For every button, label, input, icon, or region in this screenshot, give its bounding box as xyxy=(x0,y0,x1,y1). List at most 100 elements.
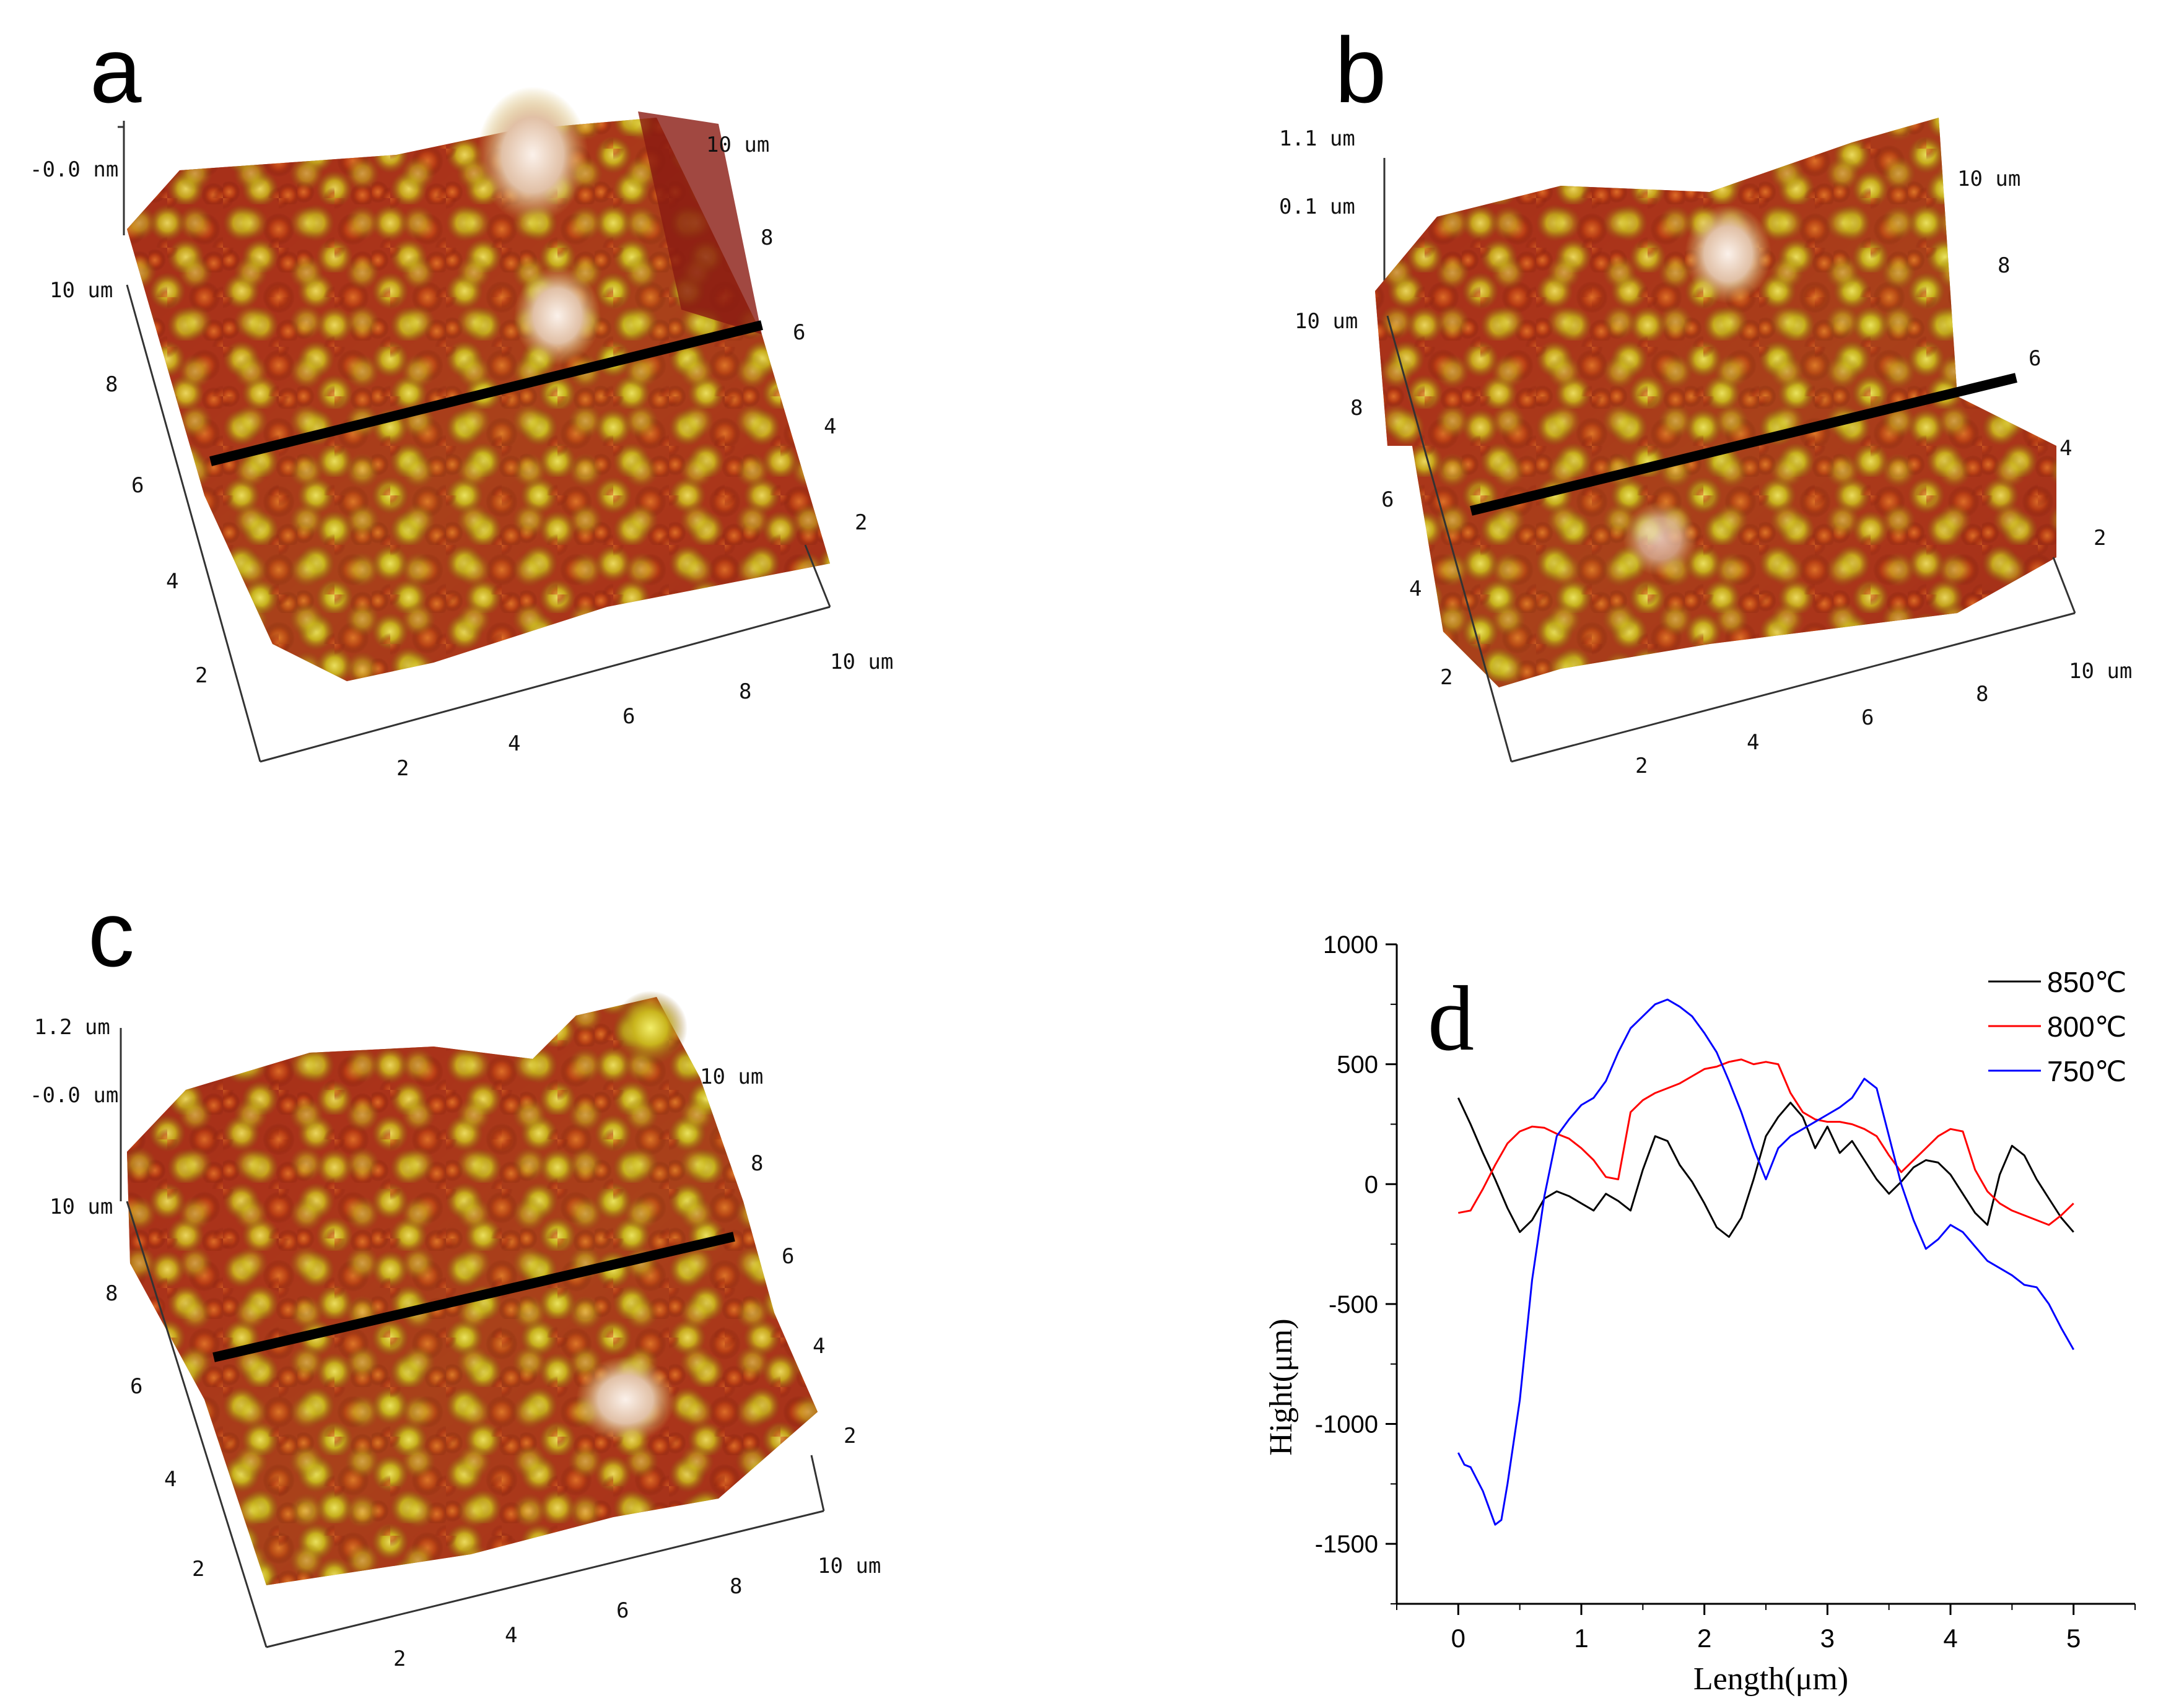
profile-line xyxy=(209,320,763,466)
bottom-ticks: 2 4 6 8 10 um xyxy=(393,1554,881,1671)
svg-text:2: 2 xyxy=(2094,526,2106,551)
left-ticks: 10 um 8 6 4 2 xyxy=(50,278,207,688)
y-tick-label: -500 xyxy=(1329,1291,1378,1318)
svg-text:4: 4 xyxy=(824,414,836,439)
y-tick-label: 1000 xyxy=(1323,931,1378,959)
legend-label: 800℃ xyxy=(2047,1011,2126,1043)
chart-series xyxy=(1457,998,2075,1526)
z-label: -0.0 nm xyxy=(30,157,118,182)
z-label-top: 1.1 um xyxy=(1279,126,1355,151)
profile-line xyxy=(1470,373,2017,516)
svg-text:2: 2 xyxy=(396,756,409,781)
svg-text:10 um: 10 um xyxy=(50,1195,113,1219)
chart-legend: 850℃ 800℃ 750℃ xyxy=(1988,966,2126,1087)
panel-letter-c: c xyxy=(88,882,134,986)
series-line-0 xyxy=(1457,1097,2074,1238)
svg-text:10 um: 10 um xyxy=(818,1554,881,1578)
series-line-1 xyxy=(1458,1058,2074,1226)
svg-text:8: 8 xyxy=(1350,396,1363,420)
svg-text:6: 6 xyxy=(130,1374,142,1399)
svg-text:2: 2 xyxy=(844,1424,856,1448)
svg-text:8: 8 xyxy=(751,1151,763,1176)
legend-label: 750℃ xyxy=(2047,1055,2126,1087)
panel-d-chart: d 0 1 2 3 4 5 1000 500 0 -500 -1000 -1500 850℃ 800℃ 7… xyxy=(1264,931,2136,1697)
right-ticks: 10 um 8 6 4 2 xyxy=(700,1064,856,1448)
svg-text:8: 8 xyxy=(105,372,118,397)
svg-text:4: 4 xyxy=(813,1334,825,1359)
z-label-bottom: -0.0 um xyxy=(30,1083,118,1108)
y-axis-label: Hight(μm) xyxy=(1264,1318,1299,1455)
svg-text:2: 2 xyxy=(855,510,867,535)
svg-text:6: 6 xyxy=(2029,346,2041,371)
y-tick-label: 500 xyxy=(1337,1051,1378,1079)
frame-axes xyxy=(126,284,831,763)
svg-text:10 um: 10 um xyxy=(830,650,893,674)
bottom-ticks: 2 4 6 8 10 um xyxy=(1635,659,2132,778)
svg-text:10 um: 10 um xyxy=(2069,659,2132,684)
svg-text:10 um: 10 um xyxy=(700,1064,763,1089)
svg-text:8: 8 xyxy=(105,1281,118,1306)
svg-text:2: 2 xyxy=(195,663,207,688)
svg-text:6: 6 xyxy=(622,704,635,729)
svg-text:2: 2 xyxy=(1440,665,1452,690)
z-axis: 1.1 um 0.1 um xyxy=(1279,126,1386,303)
svg-text:10 um: 10 um xyxy=(50,278,113,303)
svg-text:6: 6 xyxy=(616,1598,629,1623)
svg-text:2: 2 xyxy=(1635,754,1648,778)
afm-surface xyxy=(127,991,818,1585)
profile-line xyxy=(212,1232,735,1362)
svg-text:4: 4 xyxy=(508,731,520,756)
afm-surface xyxy=(1375,118,2056,687)
panel-letter-d: d xyxy=(1428,967,1474,1070)
y-tick-label: -1500 xyxy=(1315,1531,1378,1558)
panel-b: b 1.1 um 0.1 um 10 um 8 6 4 2 2 4 6 8 10… xyxy=(1279,18,2132,778)
svg-text:8: 8 xyxy=(730,1574,742,1599)
x-tick-label: 3 xyxy=(1820,1624,1835,1653)
chart-axes xyxy=(1396,944,2135,1605)
svg-text:6: 6 xyxy=(782,1244,794,1269)
svg-text:4: 4 xyxy=(1747,730,1759,755)
svg-text:2: 2 xyxy=(192,1557,204,1582)
y-tick-label: -1000 xyxy=(1315,1411,1378,1438)
panel-c: c 1.2 um -0.0 um 10 um 8 6 4 2 2 4 6 8 1… xyxy=(30,882,881,1671)
panel-letter-a: a xyxy=(90,18,142,122)
panel-a: a -0.0 nm 10 um 8 6 4 2 2 4 6 8 10 um 10… xyxy=(30,18,893,781)
svg-text:10 um: 10 um xyxy=(1957,167,2020,191)
svg-text:6: 6 xyxy=(793,320,805,345)
left-ticks: 10 um 8 6 4 2 xyxy=(1295,309,1452,690)
right-ticks: 10 um 8 6 4 2 xyxy=(1957,167,2106,551)
z-axis: -0.0 nm xyxy=(30,121,125,235)
afm-surface xyxy=(127,87,830,681)
frame-axes xyxy=(1386,315,2076,763)
z-axis: 1.2 um -0.0 um xyxy=(30,1015,122,1201)
left-ticks: 10 um 8 6 4 2 xyxy=(50,1195,204,1582)
svg-text:10 um: 10 um xyxy=(1295,309,1358,334)
x-tick-label: 4 xyxy=(1943,1624,1957,1653)
svg-text:4: 4 xyxy=(166,569,178,594)
panel-letter-b: b xyxy=(1335,18,1386,122)
x-axis-label: Length(μm) xyxy=(1693,1661,1848,1697)
svg-text:6: 6 xyxy=(1861,705,1874,730)
svg-text:2: 2 xyxy=(393,1647,406,1671)
svg-text:8: 8 xyxy=(1976,682,1988,707)
chart-ticks: 0 1 2 3 4 5 1000 500 0 -500 -1000 -1500 xyxy=(1315,931,2136,1653)
svg-text:4: 4 xyxy=(505,1623,517,1648)
x-tick-label: 5 xyxy=(2066,1624,2081,1653)
svg-text:6: 6 xyxy=(1381,487,1394,512)
frame-axes xyxy=(126,1201,825,1648)
svg-text:4: 4 xyxy=(164,1467,177,1492)
z-label-bottom: 0.1 um xyxy=(1279,194,1355,219)
series-line-2 xyxy=(1457,998,2075,1526)
x-tick-label: 1 xyxy=(1574,1624,1588,1653)
svg-text:4: 4 xyxy=(2060,436,2072,461)
bottom-ticks: 2 4 6 8 10 um xyxy=(396,650,893,781)
right-ticks: 10 um 8 6 4 2 xyxy=(706,133,867,535)
svg-text:10 um: 10 um xyxy=(706,133,769,157)
x-tick-label: 2 xyxy=(1697,1624,1711,1653)
y-tick-label: 0 xyxy=(1365,1171,1378,1198)
svg-text:8: 8 xyxy=(739,679,751,704)
x-tick-label: 0 xyxy=(1451,1624,1465,1653)
z-label-top: 1.2 um xyxy=(34,1015,110,1040)
svg-text:8: 8 xyxy=(761,225,773,250)
legend-label: 850℃ xyxy=(2047,966,2126,998)
